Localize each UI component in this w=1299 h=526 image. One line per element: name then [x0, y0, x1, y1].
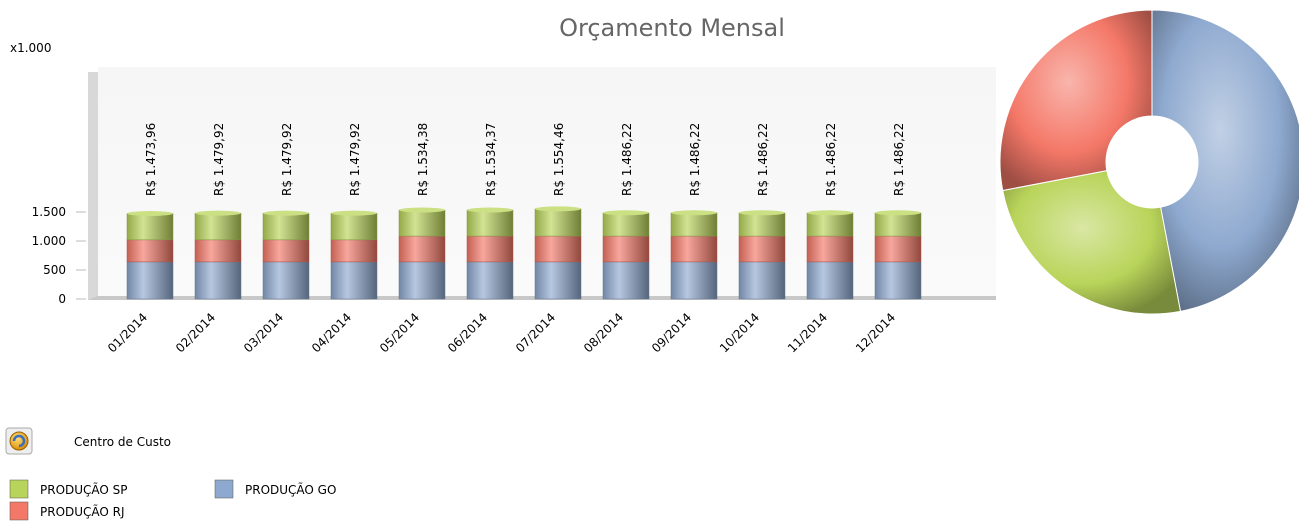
bar-cap — [807, 210, 853, 216]
data-label: R$ 1.479,92 — [280, 123, 294, 196]
bar-segment — [262, 261, 310, 300]
data-label: R$ 1.473,96 — [144, 123, 158, 196]
bar-segment — [330, 239, 378, 263]
bar-segment — [466, 235, 514, 263]
bar-segment — [874, 212, 922, 237]
bar-segment — [194, 212, 242, 241]
bar-segment — [806, 212, 854, 237]
bar-cap — [331, 210, 377, 216]
bar-cap — [263, 210, 309, 216]
bar-cap — [739, 210, 785, 216]
legend-swatch — [9, 479, 29, 499]
y-tick-label: 500 — [43, 263, 66, 277]
legend-title: Centro de Custo — [74, 435, 171, 449]
bar-cap — [467, 207, 513, 213]
bar-segment — [126, 261, 174, 300]
bar-cap — [195, 210, 241, 216]
bar-segment — [806, 235, 854, 263]
x-tick-label: 10/2014 — [717, 310, 762, 355]
bar-segment — [466, 261, 514, 300]
data-label: R$ 1.486,22 — [824, 123, 838, 196]
pie-slice — [1002, 170, 1182, 315]
icon-arrow[interactable] — [12, 434, 26, 448]
data-label: R$ 1.534,37 — [484, 123, 498, 196]
bar-segment — [738, 261, 786, 300]
x-tick-label: 11/2014 — [785, 310, 830, 355]
x-tick-label: 04/2014 — [309, 310, 354, 355]
bar-segment — [262, 212, 310, 241]
x-tick-label: 01/2014 — [105, 310, 150, 355]
data-label: R$ 1.486,22 — [756, 123, 770, 196]
y-tick-label: 0 — [58, 292, 66, 306]
side-wall — [88, 72, 98, 300]
bar-cap — [127, 211, 173, 217]
x-tick-label: 02/2014 — [173, 310, 218, 355]
x-tick-label: 12/2014 — [853, 310, 898, 355]
bar-segment — [670, 235, 718, 263]
bar-segment — [874, 261, 922, 300]
bar-segment — [670, 212, 718, 237]
pie-slice — [1151, 9, 1299, 312]
x-tick-label: 03/2014 — [241, 310, 286, 355]
bar-segment — [738, 235, 786, 263]
pie-slice — [999, 9, 1153, 192]
bar-cap — [875, 210, 921, 216]
data-label: R$ 1.554,46 — [552, 123, 566, 196]
bar-segment — [126, 213, 174, 241]
x-tick-label: 05/2014 — [377, 310, 422, 355]
bar-segment — [262, 239, 310, 263]
data-label: R$ 1.534,38 — [416, 123, 430, 196]
legend-label: PRODUÇÃO SP — [40, 482, 128, 497]
icon-circle[interactable] — [9, 431, 29, 451]
bar-segment — [330, 261, 378, 300]
legend-swatch — [214, 479, 234, 499]
bar-segment — [534, 235, 582, 263]
bar-segment — [602, 261, 650, 300]
bar-segment — [398, 209, 446, 237]
bar-cap — [603, 210, 649, 216]
y-tick-label: 1.000 — [32, 234, 66, 248]
data-label: R$ 1.486,22 — [620, 123, 634, 196]
data-label: R$ 1.486,22 — [688, 123, 702, 196]
chart-title: Orçamento Mensal — [559, 14, 785, 42]
bar-segment — [602, 212, 650, 237]
bar-segment — [806, 261, 854, 300]
data-label: R$ 1.479,92 — [212, 123, 226, 196]
bar-segment — [126, 239, 174, 263]
bar-cap — [399, 207, 445, 213]
bar-segment — [330, 212, 378, 241]
legend-label: PRODUÇÃO RJ — [40, 504, 125, 519]
bar-cap — [671, 210, 717, 216]
bar-segment — [670, 261, 718, 300]
data-label: R$ 1.479,92 — [348, 123, 362, 196]
bar-segment — [194, 239, 242, 263]
bar-segment — [534, 208, 582, 237]
bar-segment — [738, 212, 786, 237]
x-tick-label: 09/2014 — [649, 310, 694, 355]
legend-icon[interactable] — [5, 427, 33, 455]
bar-segment — [874, 235, 922, 263]
y-unit-label: x1.000 — [10, 41, 51, 55]
bar-segment — [194, 261, 242, 300]
legend-swatch — [9, 501, 29, 521]
bar-segment — [398, 235, 446, 263]
bar-segment — [602, 235, 650, 263]
x-tick-label: 08/2014 — [581, 310, 626, 355]
bar-segment — [534, 261, 582, 300]
legend-label: PRODUÇÃO GO — [245, 482, 336, 497]
bar-segment — [398, 261, 446, 300]
data-label: R$ 1.486,22 — [892, 123, 906, 196]
x-tick-label: 07/2014 — [513, 310, 558, 355]
bar-cap — [535, 206, 581, 212]
x-tick-label: 06/2014 — [445, 310, 490, 355]
y-tick-label: 1.500 — [32, 205, 66, 219]
bar-segment — [466, 209, 514, 237]
